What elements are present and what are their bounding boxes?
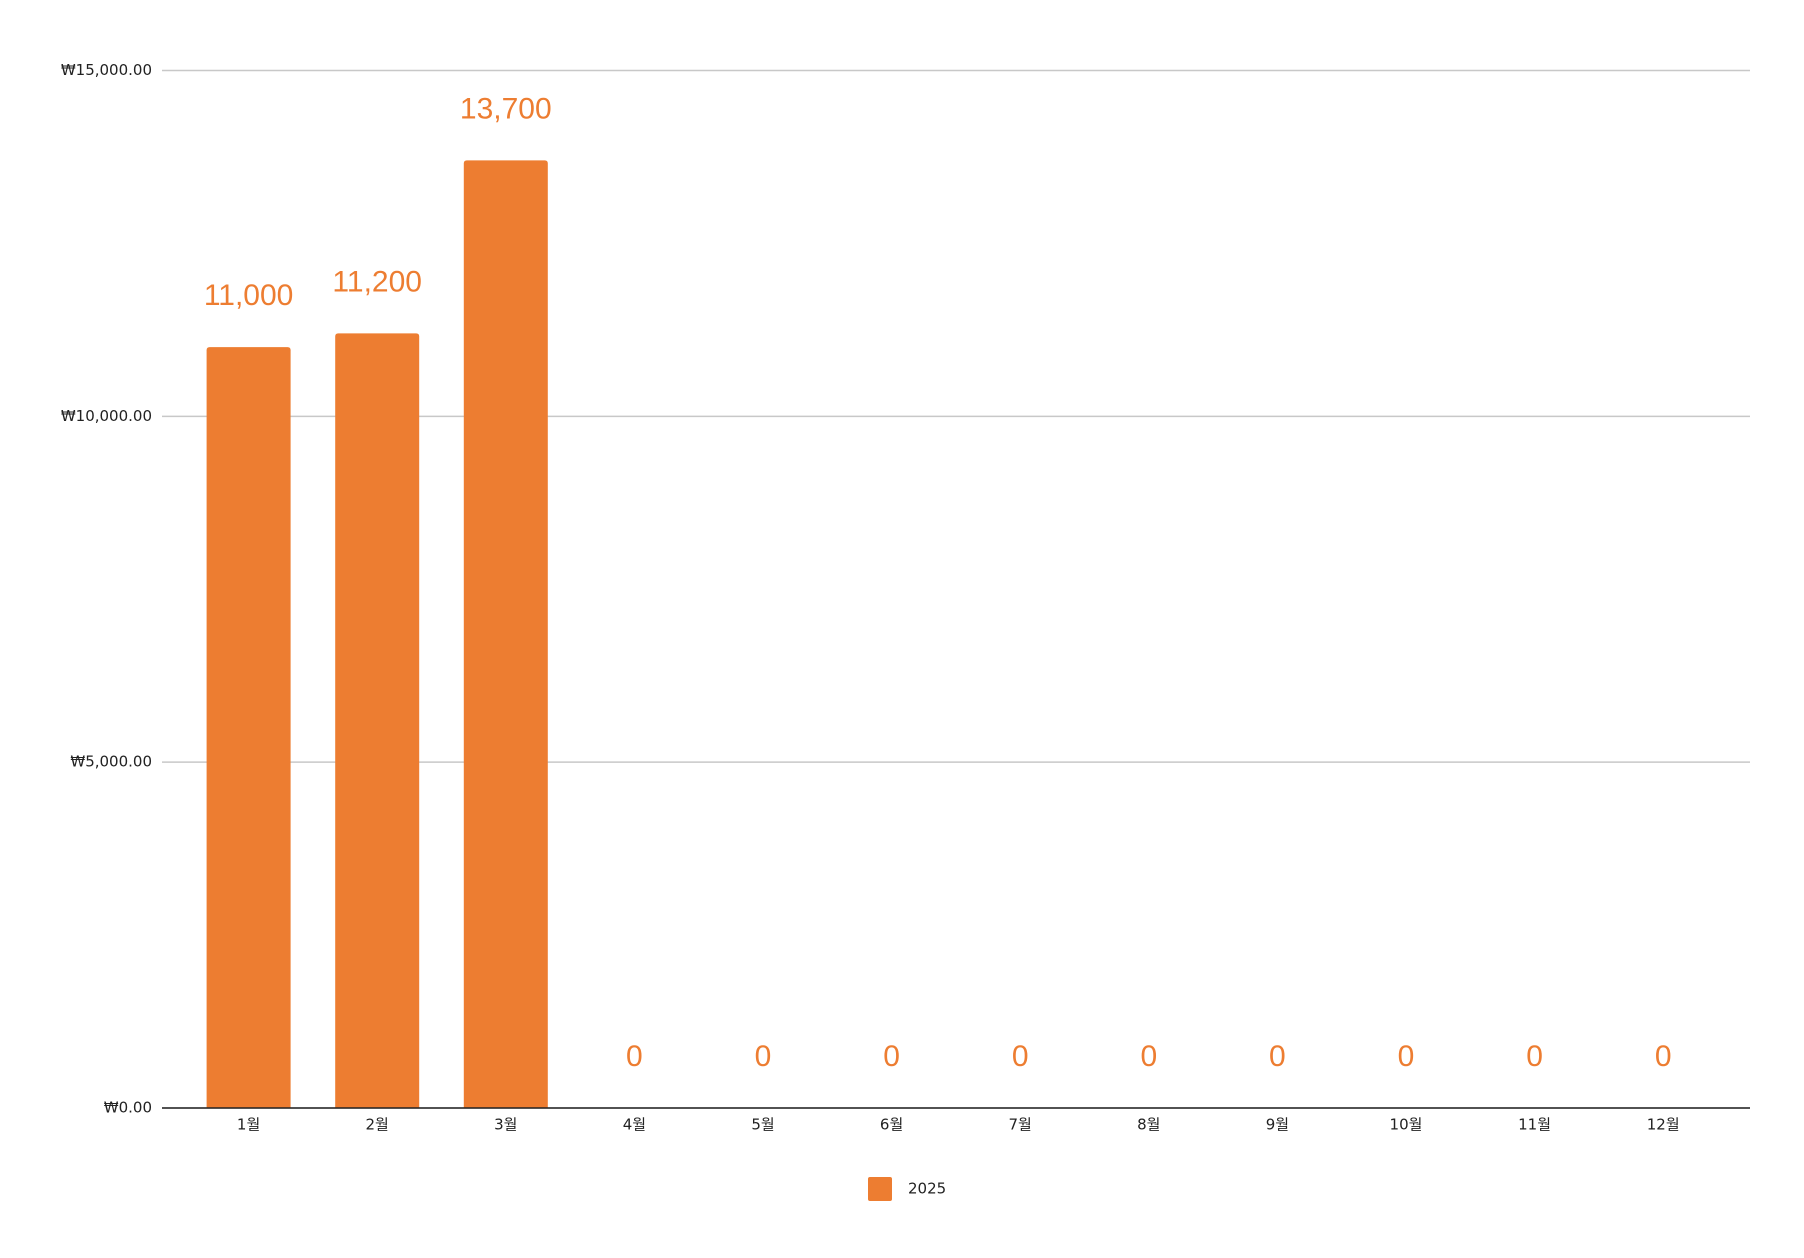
x-tick-label: 3월 bbox=[494, 1116, 517, 1134]
x-tick-label: 12월 bbox=[1647, 1116, 1680, 1134]
value-label: 0 bbox=[1269, 1040, 1286, 1073]
x-tick-label: 2월 bbox=[366, 1116, 389, 1134]
value-label: 0 bbox=[1398, 1040, 1415, 1073]
value-label: 11,200 bbox=[332, 265, 422, 298]
x-tick-label: 9월 bbox=[1266, 1116, 1289, 1134]
value-label: 0 bbox=[1140, 1040, 1157, 1073]
y-tick-label: ₩5,000.00 bbox=[70, 753, 152, 771]
value-label: 0 bbox=[883, 1040, 900, 1073]
x-tick-label: 10월 bbox=[1390, 1116, 1423, 1134]
legend-label: 2025 bbox=[908, 1180, 946, 1198]
x-tick-label: 5월 bbox=[751, 1116, 774, 1134]
y-tick-label: ₩15,000.00 bbox=[61, 61, 152, 79]
x-tick-label: 7월 bbox=[1009, 1116, 1032, 1134]
bar bbox=[335, 333, 420, 1108]
value-label: 11,000 bbox=[204, 279, 294, 312]
x-tick-label: 11월 bbox=[1518, 1116, 1551, 1134]
bar bbox=[463, 160, 548, 1108]
y-tick-label: ₩0.00 bbox=[104, 1099, 152, 1117]
x-tick-label: 6월 bbox=[880, 1116, 903, 1134]
x-tick-label: 1월 bbox=[237, 1116, 260, 1134]
y-tick-label: ₩10,000.00 bbox=[61, 407, 152, 425]
value-label: 0 bbox=[755, 1040, 772, 1073]
value-label: 13,700 bbox=[460, 92, 552, 125]
value-label: 0 bbox=[1655, 1040, 1672, 1073]
value-label: 0 bbox=[626, 1040, 643, 1073]
legend-swatch bbox=[868, 1177, 892, 1201]
value-label: 0 bbox=[1526, 1040, 1543, 1073]
x-tick-label: 8월 bbox=[1137, 1116, 1160, 1134]
x-tick-label: 4월 bbox=[623, 1116, 646, 1134]
bar bbox=[206, 347, 291, 1109]
value-label: 0 bbox=[1012, 1040, 1029, 1073]
